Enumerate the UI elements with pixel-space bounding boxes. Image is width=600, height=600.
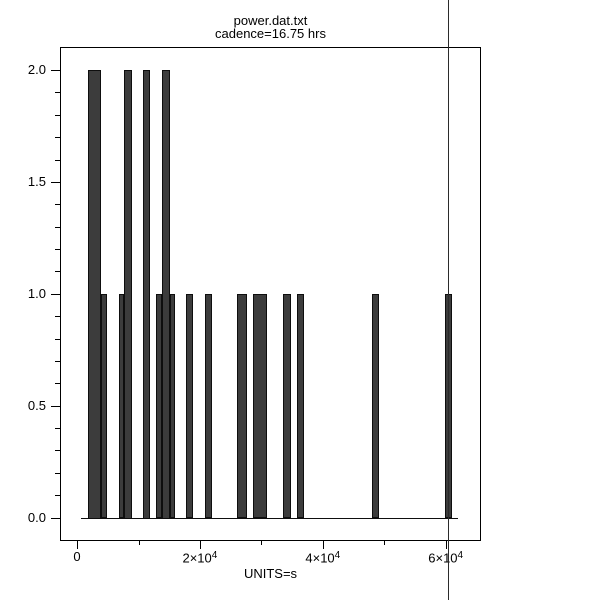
y-major-tick <box>51 405 60 407</box>
histogram-bar <box>371 293 379 519</box>
chart-title-block: power.dat.txt cadence=16.75 hrs <box>60 13 481 41</box>
y-minor-tick <box>55 249 60 250</box>
chart-title: power.dat.txt <box>233 13 308 28</box>
histogram-bar <box>283 293 291 519</box>
x-tick-label: 6×104 <box>428 550 464 566</box>
y-minor-tick <box>55 495 60 497</box>
histogram-bar <box>101 293 107 519</box>
y-minor-tick <box>55 204 60 206</box>
histogram-bar <box>204 293 212 519</box>
exponent: 4 <box>334 550 341 561</box>
y-tick-label: 1.5 <box>27 173 46 189</box>
y-major-tick <box>51 293 60 295</box>
y-minor-tick <box>55 360 60 362</box>
x-axis-label: UNITS=s <box>243 566 298 581</box>
x-major-tick <box>322 541 324 549</box>
y-minor-tick <box>55 159 60 161</box>
y-minor-tick <box>55 383 60 385</box>
y-minor-tick <box>55 338 60 340</box>
y-minor-tick <box>55 428 60 429</box>
exponent: 4 <box>211 550 218 561</box>
y-major-tick <box>51 181 60 183</box>
x-minor-tick <box>261 541 263 545</box>
y-tick-label: 2.0 <box>27 62 46 78</box>
y-tick-label: 0.5 <box>27 397 46 413</box>
x-tick-label: 0 <box>73 549 81 564</box>
histogram-bar <box>296 293 305 519</box>
y-minor-tick <box>55 114 60 116</box>
x-major-tick <box>445 541 447 549</box>
histogram-baseline <box>81 517 458 519</box>
chart-subtitle: cadence=16.75 hrs <box>215 25 326 41</box>
y-minor-tick <box>55 271 60 273</box>
y-tick-label: 1.0 <box>27 285 46 301</box>
y-minor-tick <box>55 226 60 228</box>
histogram-bar <box>124 70 132 519</box>
histogram-bar <box>142 70 150 519</box>
histogram-bar <box>236 293 248 519</box>
y-minor-tick <box>55 472 60 474</box>
histogram-bar <box>445 293 453 519</box>
histogram-bar <box>185 293 194 519</box>
histogram-bar <box>170 293 176 519</box>
exponent: 4 <box>457 550 464 561</box>
x-major-tick <box>77 541 78 549</box>
histogram-bar <box>88 70 101 519</box>
histogram-bar <box>161 70 170 519</box>
x-tick-label: 4×104 <box>305 550 341 566</box>
y-minor-tick <box>55 137 60 139</box>
x-minor-tick <box>384 541 386 545</box>
y-major-tick <box>51 517 60 519</box>
x-major-tick <box>199 541 201 549</box>
y-minor-tick <box>55 450 60 452</box>
x-minor-tick <box>138 541 140 545</box>
cadence-marker-line <box>447 0 449 600</box>
y-minor-tick <box>55 316 60 318</box>
x-tick-label: 2×104 <box>182 550 218 566</box>
y-tick-label: 0.0 <box>27 509 46 525</box>
histogram-bar <box>252 293 267 519</box>
y-major-tick <box>51 70 60 71</box>
y-minor-tick <box>55 92 60 94</box>
